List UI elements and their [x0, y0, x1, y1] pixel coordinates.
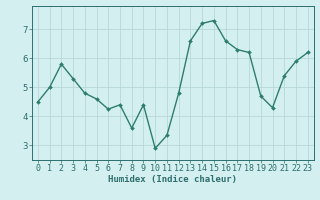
X-axis label: Humidex (Indice chaleur): Humidex (Indice chaleur) [108, 175, 237, 184]
